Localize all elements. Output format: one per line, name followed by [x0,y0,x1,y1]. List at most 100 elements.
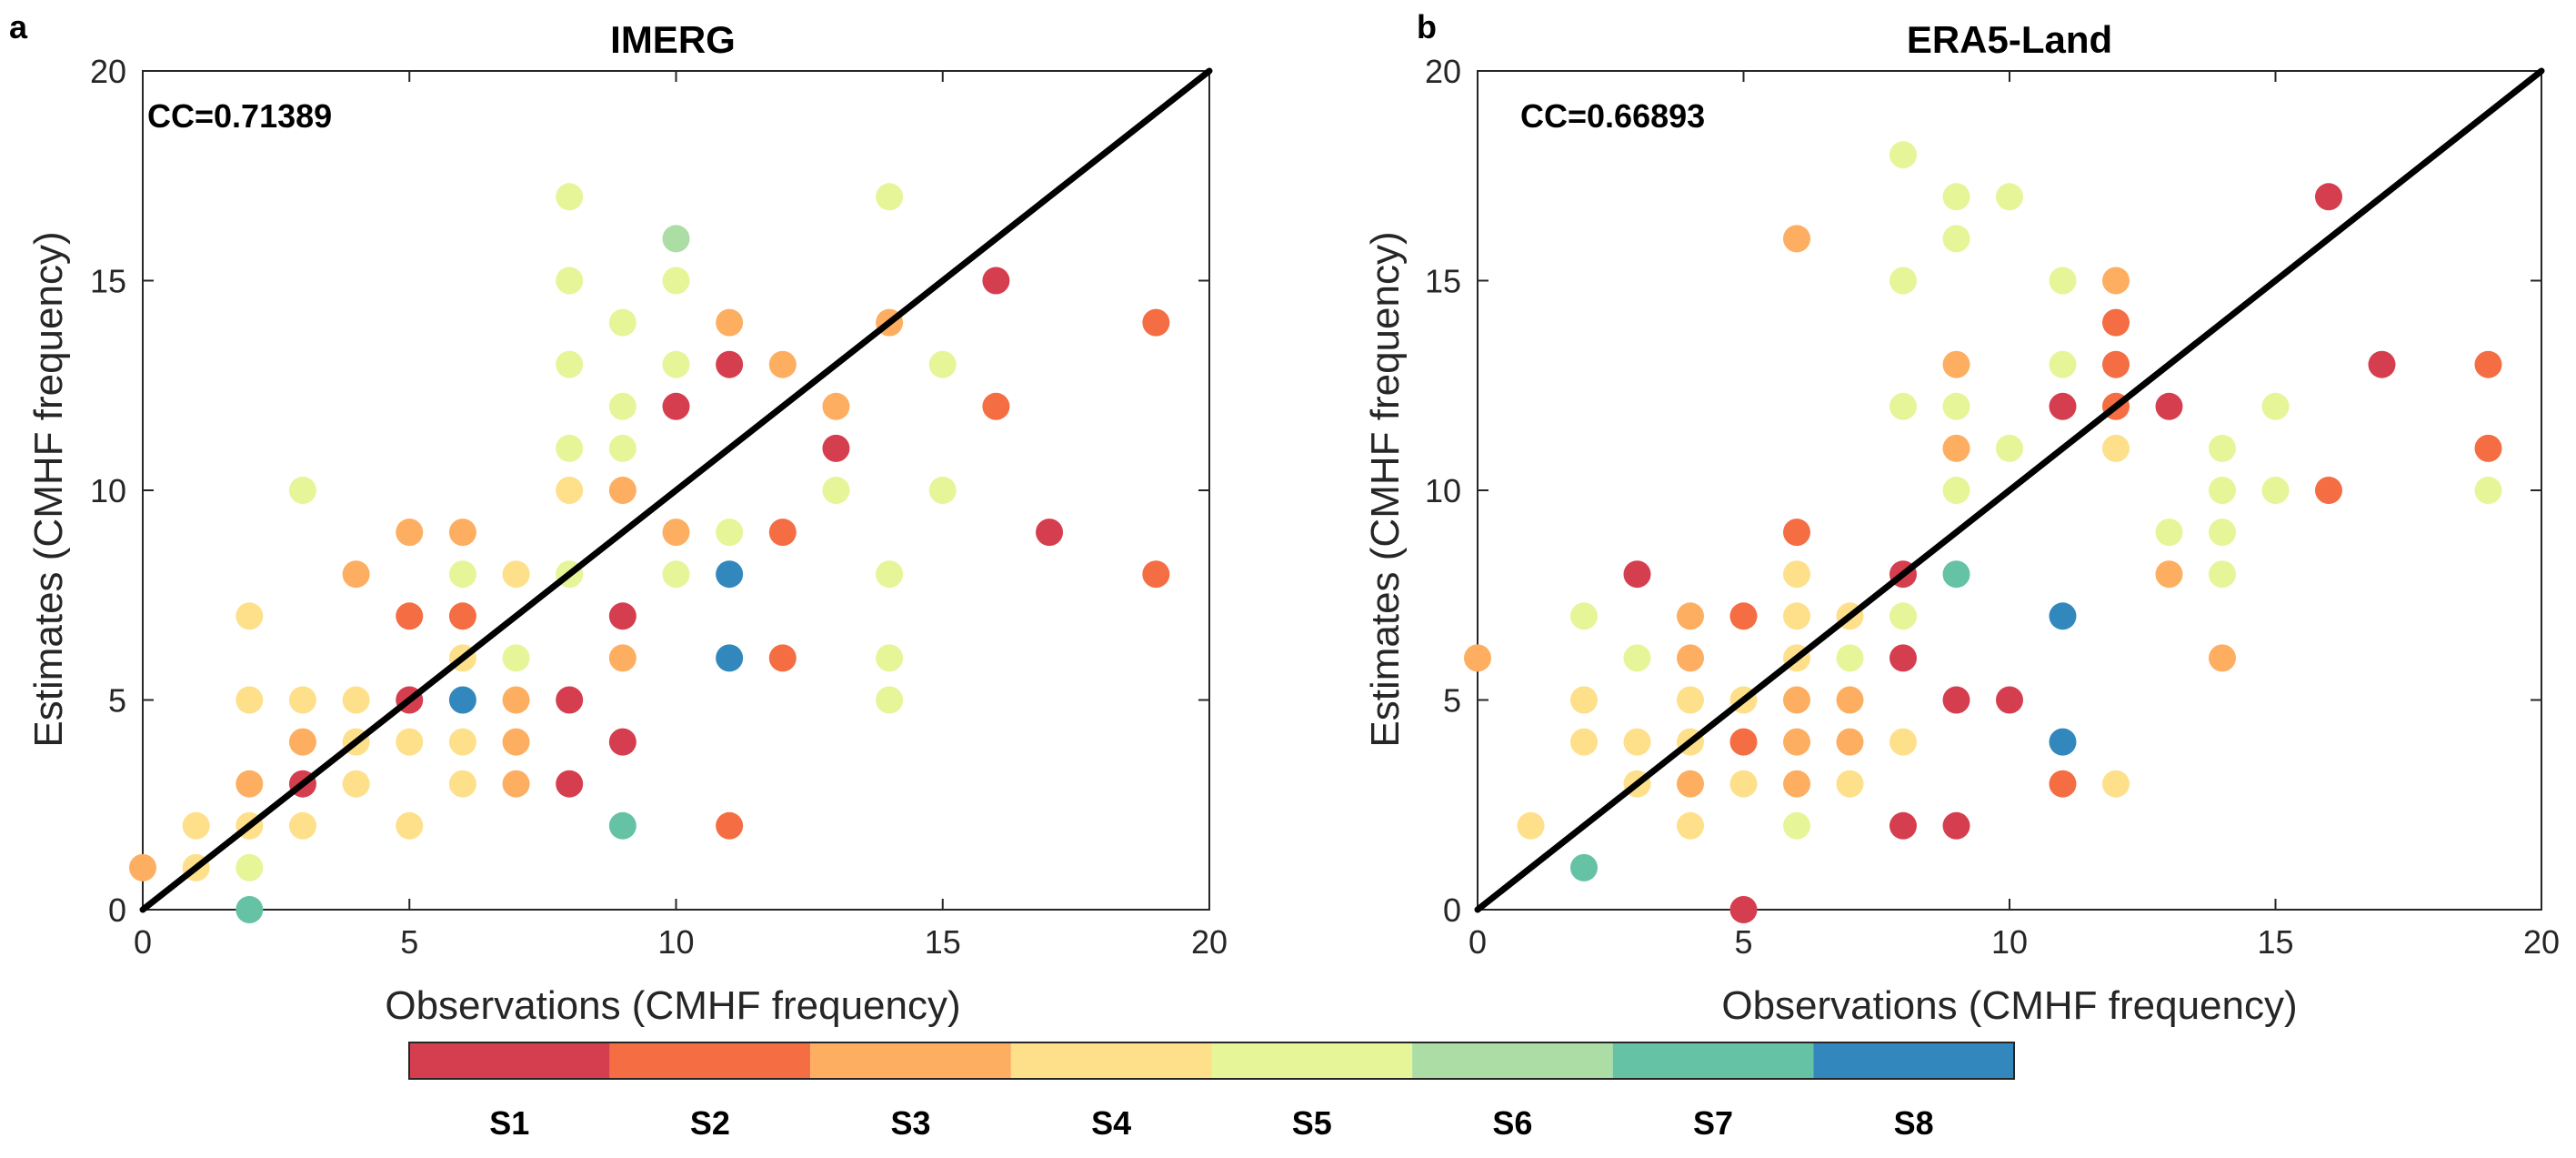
panel-b-point-s4 [1570,686,1598,714]
panel-a-point-s5 [608,308,636,337]
panel-a-point-s4 [288,811,316,840]
panel-a-point-s2 [1142,308,1170,337]
panel-b-point-s1 [1942,686,1970,714]
panel-b-point-s1 [1889,644,1917,672]
panel-a-point-s5 [236,853,264,881]
panel-a-point-s5 [822,477,850,504]
panel-a-point-s3 [129,853,156,881]
panel-b-one-to-one-line [1474,67,2545,913]
panel-b-point-s5 [1783,811,1810,840]
panel-a-point-s5 [556,434,584,462]
panel-b-point-s5 [2209,560,2236,589]
panel-a-xtick-label: 10 [657,923,694,961]
panel-a-one-to-one-line [139,67,1213,913]
panel-a-point-s4 [236,686,264,714]
panel-a-xtick-label: 0 [134,923,152,961]
panel-b-point-s5 [2049,350,2077,378]
panel-a-point-s1 [716,350,744,378]
panel-b-point-s5 [1996,183,2023,211]
panel-b-point-s5 [1889,392,1917,420]
panel-a-point-s5 [556,350,584,378]
panel-b-point-s4 [1623,728,1651,756]
panel-b-point-s2 [2474,350,2502,378]
panel-b-ytick-label: 20 [1425,53,1461,90]
panel-b-point-s4 [1836,770,1864,798]
panel-b-point-s5 [1942,392,1970,420]
panel-b-point-s5 [2049,267,2077,295]
panel-b-point-s1 [2315,183,2342,211]
panel-b-point-s5 [1623,644,1651,672]
panel-a-point-s1 [1036,519,1064,547]
panel-a-point-s1 [556,686,584,714]
panel-a-point-s3 [608,644,636,672]
panel-b-point-s1 [1623,560,1651,589]
panel-a-point-s5 [716,519,744,547]
colorbar-label-s2: S2 [690,1104,730,1142]
panel-a-point-s2 [396,602,424,630]
panel-b-point-s1 [1729,896,1758,923]
panel-b-point-s1 [2368,350,2396,378]
panel-a-point-s4 [342,770,370,798]
panel-b-point-s3 [1783,770,1810,798]
panel-b-point-s4 [2102,434,2130,462]
panel-a-point-s4 [448,770,476,798]
panel-a-ytick-label: 0 [108,891,126,929]
panel-b-point-s5 [1570,602,1598,630]
panel-a-point-s3 [342,560,370,589]
panel-a-point-s5 [928,477,957,504]
panel-a-point-s3 [288,728,316,756]
panel-a-point-s1 [822,434,850,462]
colorbar-swatch-s3 [810,1042,1011,1079]
panel-a-point-s1 [608,728,636,756]
panel-b-point-s7 [1570,853,1598,881]
panel-a: a IMERG Observations (CMHF frequency) Es… [9,8,1228,1028]
colorbar-frame [408,1042,2015,1080]
panel-a-point-s3 [608,477,636,504]
panel-b-xtick-label: 10 [1991,923,2028,961]
panel-a-label: a [9,8,28,45]
panel-b-point-s3 [2209,644,2236,672]
panel-a-point-s3 [502,770,530,798]
panel-b-point-s5 [1889,267,1917,295]
panel-b-point-s8 [2049,602,2077,630]
panel-a-point-s5 [608,392,636,420]
panel-b-point-s1 [1889,811,1917,840]
panel-a-point-s5 [876,644,904,672]
panel-a-point-s2 [982,392,1010,420]
panel-b-point-s1 [1996,686,2023,714]
panel-b-point-s8 [2049,728,2077,756]
panel-b-point-s3 [1942,350,1970,378]
panel-b-point-s2 [2049,770,2077,798]
panel-a-ytick-label: 10 [90,472,126,509]
panel-b-ytick-label: 10 [1425,472,1461,509]
panel-a-title: IMERG [610,18,736,61]
panel-b-point-s4 [1889,728,1917,756]
panel-a-point-s3 [662,519,690,547]
panel-b-point-s3 [1783,686,1810,714]
panel-b-point-s4 [1677,686,1704,714]
panel-b-point-s3 [1464,644,1491,672]
panel-b-point-s1 [2049,392,2077,420]
panel-b-point-s3 [1677,770,1704,798]
panel-a-xtick-label: 20 [1191,923,1228,961]
panel-b-point-s5 [2155,519,2183,547]
panel-a-point-s2 [1142,560,1170,589]
panel-b-point-s5 [1889,602,1917,630]
colorbar-label-s7: S7 [1693,1104,1733,1142]
panel-b-point-s4 [1783,560,1810,589]
panel-a-point-s1 [662,392,690,420]
panel-b-point-s4 [1517,811,1545,840]
panel-a-cc-annotation: CC=0.71389 [147,97,332,135]
panel-b-point-s5 [1942,477,1970,504]
panel-a-point-s2 [768,644,797,672]
panel-b-point-s5 [2209,519,2236,547]
colorbar-label-s8: S8 [1894,1104,1934,1142]
panel-b-point-s5 [1889,141,1917,169]
panel-b-point-s5 [2209,434,2236,462]
panel-b-point-s5 [2261,392,2290,420]
panel-a-point-s3 [768,350,797,378]
panel-a-point-s4 [556,477,584,504]
panel-a-point-s3 [236,770,264,798]
panel-b: b ERA5-Land Observations (CMHF frequency… [1363,8,2560,1028]
panel-a-point-s8 [716,644,744,672]
